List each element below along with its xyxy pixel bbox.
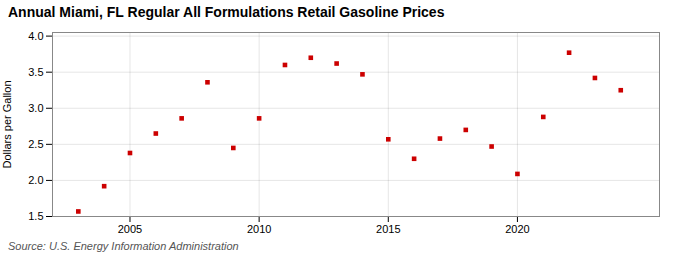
html-text:Source: U.S. Energy Informatio: Source: U.S. Energy Information Administ… xyxy=(8,240,239,252)
svg-text:2010: 2010 xyxy=(247,223,271,235)
svg-text:1.5: 1.5 xyxy=(28,210,43,222)
svg-text:2020: 2020 xyxy=(505,223,529,235)
svg-text:3.0: 3.0 xyxy=(28,102,43,114)
svg-text:3.5: 3.5 xyxy=(28,66,43,78)
svg-text:2005: 2005 xyxy=(118,223,142,235)
html-text:Annual Miami, FL Regular All F: Annual Miami, FL Regular All Formulation… xyxy=(8,4,445,20)
svg-text:Dollars per Gallon: Dollars per Gallon xyxy=(1,80,13,168)
svg-text:2.0: 2.0 xyxy=(28,174,43,186)
svg-text:4.0: 4.0 xyxy=(28,30,43,42)
svg-text:2.5: 2.5 xyxy=(28,138,43,150)
svg-text:2015: 2015 xyxy=(376,223,400,235)
